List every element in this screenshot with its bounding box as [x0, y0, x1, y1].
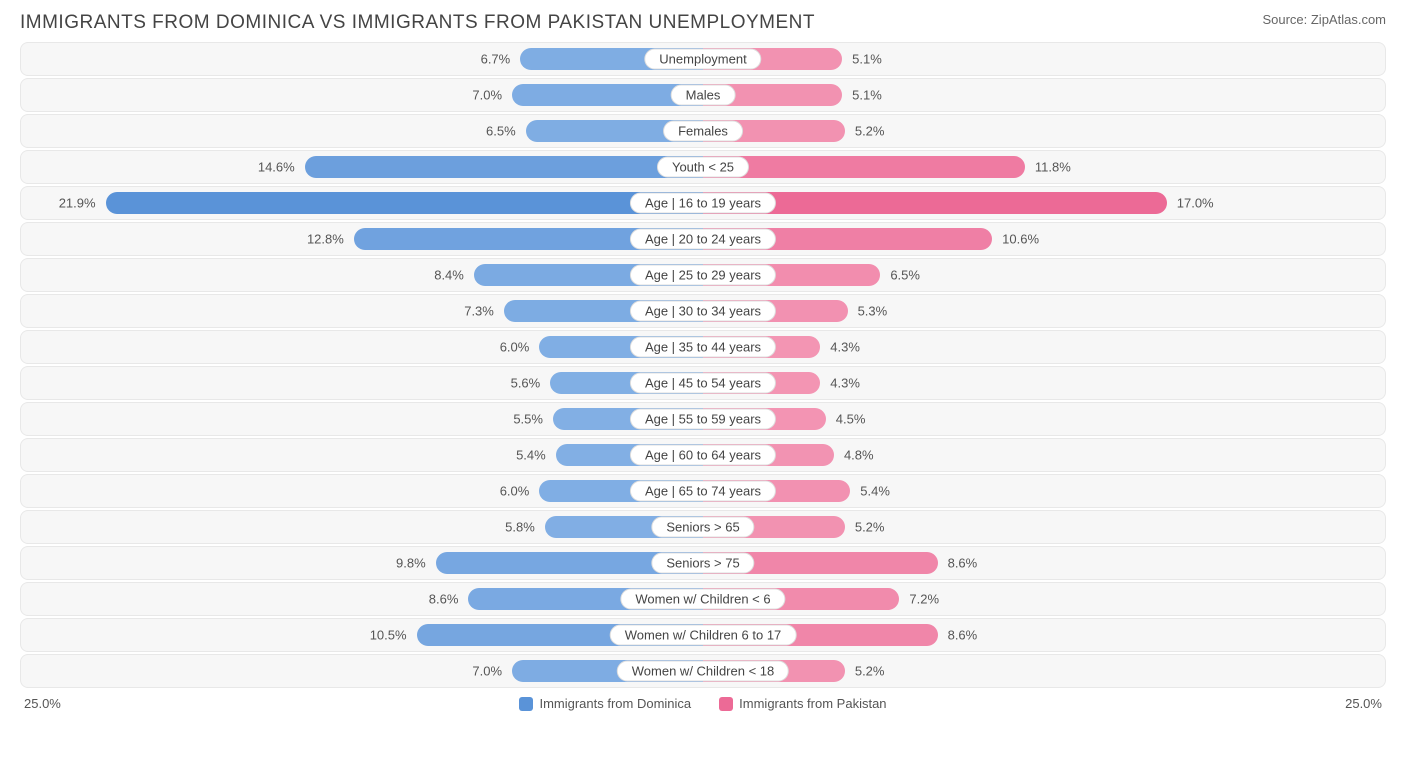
- chart-row: 6.7% 5.1% Unemployment: [20, 42, 1386, 76]
- legend-swatch-pakistan: [719, 697, 733, 711]
- category-label: Age | 20 to 24 years: [630, 229, 776, 250]
- bar-dominica: 21.9%: [106, 192, 703, 214]
- category-label: Age | 35 to 44 years: [630, 337, 776, 358]
- category-label: Age | 25 to 29 years: [630, 265, 776, 286]
- value-label-right: 10.6%: [992, 232, 1039, 247]
- chart-row: 5.4% 4.8% Age | 60 to 64 years: [20, 438, 1386, 472]
- category-label: Women w/ Children < 18: [617, 661, 789, 682]
- chart-row: 7.0% 5.2% Women w/ Children < 18: [20, 654, 1386, 688]
- chart-row: 14.6%11.8%Youth < 25: [20, 150, 1386, 184]
- value-label-right: 5.1%: [842, 88, 882, 103]
- axis-right-max: 25.0%: [1345, 696, 1382, 711]
- category-label: Seniors > 65: [651, 517, 754, 538]
- value-label-left: 7.3%: [464, 304, 504, 319]
- chart-row: 5.5% 4.5% Age | 55 to 59 years: [20, 402, 1386, 436]
- value-label-left: 14.6%: [258, 160, 305, 175]
- value-label-right: 5.2%: [845, 664, 885, 679]
- category-label: Women w/ Children 6 to 17: [610, 625, 797, 646]
- value-label-right: 5.3%: [848, 304, 888, 319]
- chart-row: 9.8% 8.6% Seniors > 75: [20, 546, 1386, 580]
- value-label-left: 6.7%: [481, 52, 521, 67]
- value-label-left: 5.6%: [511, 376, 551, 391]
- value-label-right: 4.8%: [834, 448, 874, 463]
- value-label-right: 8.6%: [938, 628, 978, 643]
- value-label-right: 17.0%: [1167, 196, 1214, 211]
- value-label-left: 9.8%: [396, 556, 436, 571]
- legend-item-pakistan: Immigrants from Pakistan: [719, 696, 886, 711]
- category-label: Unemployment: [644, 49, 761, 70]
- value-label-right: 5.1%: [842, 52, 882, 67]
- chart-row: 10.5% 8.6% Women w/ Children 6 to 17: [20, 618, 1386, 652]
- chart-row: 6.0% 4.3% Age | 35 to 44 years: [20, 330, 1386, 364]
- category-label: Age | 60 to 64 years: [630, 445, 776, 466]
- value-label-left: 6.5%: [486, 124, 526, 139]
- category-label: Age | 16 to 19 years: [630, 193, 776, 214]
- category-label: Females: [663, 121, 743, 142]
- value-label-left: 5.5%: [513, 412, 553, 427]
- value-label-right: 5.2%: [845, 124, 885, 139]
- value-label-left: 6.0%: [500, 484, 540, 499]
- bar-pakistan: 11.8%: [703, 156, 1025, 178]
- chart-row: 6.5% 5.2% Females: [20, 114, 1386, 148]
- category-label: Seniors > 75: [651, 553, 754, 574]
- chart-row: 5.8% 5.2% Seniors > 65: [20, 510, 1386, 544]
- chart-row: 21.9% 17.0% Age | 16 to 19 years: [20, 186, 1386, 220]
- value-label-left: 5.8%: [505, 520, 545, 535]
- chart-source: Source: ZipAtlas.com: [1262, 12, 1386, 27]
- category-label: Age | 55 to 59 years: [630, 409, 776, 430]
- value-label-right: 4.5%: [826, 412, 866, 427]
- value-label-left: 6.0%: [500, 340, 540, 355]
- category-label: Age | 45 to 54 years: [630, 373, 776, 394]
- value-label-left: 10.5%: [370, 628, 417, 643]
- value-label-left: 8.6%: [429, 592, 469, 607]
- chart-footer: 25.0% Immigrants from Dominica Immigrant…: [0, 690, 1406, 717]
- legend-swatch-dominica: [519, 697, 533, 711]
- chart-row: 5.6% 4.3% Age | 45 to 54 years: [20, 366, 1386, 400]
- value-label-left: 7.0%: [472, 664, 512, 679]
- chart-row: 7.3% 5.3% Age | 30 to 34 years: [20, 294, 1386, 328]
- category-label: Youth < 25: [657, 157, 749, 178]
- value-label-right: 11.8%: [1025, 160, 1071, 175]
- value-label-right: 4.3%: [820, 340, 860, 355]
- value-label-right: 5.4%: [850, 484, 890, 499]
- chart-row: 12.8% 10.6% Age | 20 to 24 years: [20, 222, 1386, 256]
- category-label: Women w/ Children < 6: [620, 589, 785, 610]
- value-label-right: 5.2%: [845, 520, 885, 535]
- chart-title: IMMIGRANTS FROM DOMINICA VS IMMIGRANTS F…: [20, 12, 815, 34]
- value-label-left: 21.9%: [59, 196, 106, 211]
- value-label-left: 7.0%: [472, 88, 512, 103]
- axis-left-max: 25.0%: [24, 696, 61, 711]
- legend-item-dominica: Immigrants from Dominica: [519, 696, 691, 711]
- value-label-right: 6.5%: [880, 268, 920, 283]
- legend-label-pakistan: Immigrants from Pakistan: [739, 696, 886, 711]
- chart-area: 6.7% 5.1% Unemployment 7.0% 5.1% Males 6.5% 5.2…: [0, 42, 1406, 688]
- value-label-right: 4.3%: [820, 376, 860, 391]
- bar-dominica: 14.6%: [305, 156, 703, 178]
- chart-row: 8.6% 7.2% Women w/ Children < 6: [20, 582, 1386, 616]
- legend-label-dominica: Immigrants from Dominica: [539, 696, 691, 711]
- chart-header: IMMIGRANTS FROM DOMINICA VS IMMIGRANTS F…: [0, 0, 1406, 42]
- category-label: Males: [671, 85, 736, 106]
- value-label-right: 7.2%: [899, 592, 939, 607]
- chart-row: 8.4% 6.5% Age | 25 to 29 years: [20, 258, 1386, 292]
- legend: Immigrants from Dominica Immigrants from…: [519, 696, 886, 711]
- category-label: Age | 30 to 34 years: [630, 301, 776, 322]
- value-label-right: 8.6%: [938, 556, 978, 571]
- chart-row: 6.0% 5.4% Age | 65 to 74 years: [20, 474, 1386, 508]
- value-label-left: 8.4%: [434, 268, 474, 283]
- chart-row: 7.0% 5.1% Males: [20, 78, 1386, 112]
- category-label: Age | 65 to 74 years: [630, 481, 776, 502]
- value-label-left: 5.4%: [516, 448, 556, 463]
- value-label-left: 12.8%: [307, 232, 354, 247]
